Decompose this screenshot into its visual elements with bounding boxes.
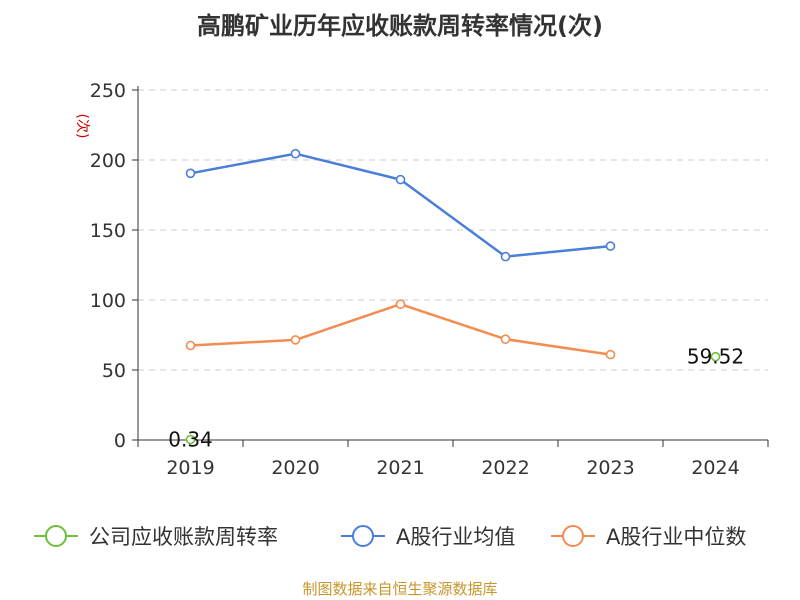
data-point [290,148,301,159]
legend-label: 公司应收账款周转率 [89,525,278,549]
data-point [290,335,301,345]
data-point [395,299,406,310]
data-point [500,334,511,345]
data-point [185,434,196,445]
legend-marker-icon [562,525,584,547]
y-tick-label: 100 [90,290,126,312]
data-point [605,349,616,360]
y-tick-label: 250 [90,80,126,102]
chart-title: 高鹏矿业历年应收账款周转率情况(次) [197,12,603,40]
y-axis-label: (次) [74,114,90,139]
x-tick-label: 2021 [376,457,424,479]
data-point [185,168,196,179]
data-label: 0.34 [168,428,213,452]
legend-label: A股行业均值 [396,525,515,549]
y-tick-label: 50 [102,360,126,382]
y-tick-label: 200 [90,150,126,172]
data-point [710,351,721,362]
data-point [500,251,511,262]
series-line-3 [190,302,611,356]
data-label: 59.52 [687,345,744,369]
x-tick-label: 2024 [691,457,739,479]
data-point [605,241,616,251]
legend-label: A股行业中位数 [606,525,746,549]
data-point [395,174,406,185]
x-tick-label: 2020 [271,457,319,479]
y-tick-label: 0 [114,430,126,452]
series-line-2 [190,152,611,258]
x-tick-label: 2023 [586,457,634,479]
y-tick-label: 150 [90,220,126,242]
legend-marker-icon [45,525,67,547]
source-note: 制图数据来自恒生聚源数据库 [302,580,498,598]
x-tick-label: 2019 [166,457,214,479]
x-tick-label: 2022 [481,457,529,479]
data-point [185,340,196,351]
legend-marker-icon [352,525,374,547]
